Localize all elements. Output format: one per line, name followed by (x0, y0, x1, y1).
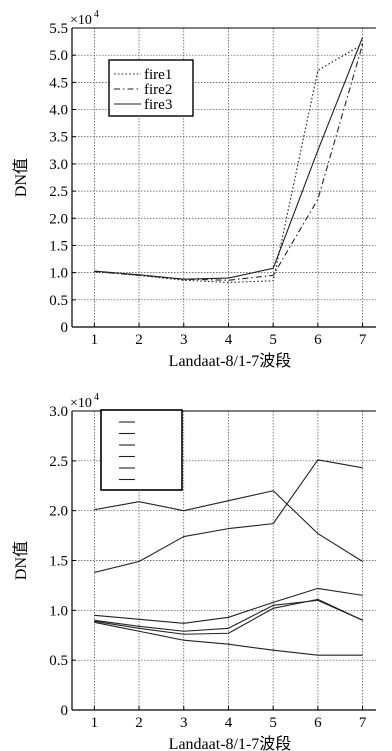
y-tick-label: 0 (61, 320, 69, 336)
x-tick-label: 2 (135, 715, 143, 731)
y-tick-label: 2.5 (49, 184, 68, 200)
y-tick-label: 1.0 (49, 266, 68, 282)
x-tick-label: 5 (269, 332, 277, 348)
y-tick-label: 3.5 (49, 130, 68, 146)
series-line-series-4 (94, 599, 363, 632)
x-axis-label: Landaat-8/1-7波段 (169, 735, 292, 751)
x-tick-label: 3 (180, 715, 188, 731)
chart-fire-spectra: 1 2 3 4 5 6 7 0 0.5 1.0 1.5 2.0 2.5 3.0 3.5 4.0 4.5 5.0 5.… (12, 9, 376, 370)
y-multiplier-label: ×10 (70, 13, 92, 28)
x-tick-label: 3 (180, 332, 188, 348)
y-multiplier-exponent: 4 (94, 392, 99, 403)
y-axis-label: DN值 (12, 541, 30, 580)
x-tick-label: 5 (269, 715, 277, 731)
y-tick-label: 2.5 (49, 454, 68, 470)
legend-box (108, 59, 194, 117)
y-tick-label: 0.5 (49, 653, 68, 669)
series-line-series-2 (94, 459, 363, 573)
x-tick-label: 6 (314, 332, 322, 348)
y-tick-label: 3.0 (49, 157, 68, 173)
y-tick-label: 1.5 (49, 238, 68, 254)
series-line-series-6 (94, 621, 363, 656)
legend-box (100, 409, 183, 491)
y-tick-label: 2.0 (49, 504, 68, 520)
series-line-series-5 (94, 598, 363, 635)
x-tick-label: 4 (225, 715, 233, 731)
y-tick-label: 0.5 (49, 293, 68, 309)
y-tick-label: 5.0 (49, 48, 68, 64)
y-tick-label: 3.0 (49, 404, 68, 420)
x-tick-label: 1 (91, 332, 99, 348)
y-tick-label: 5.5 (49, 21, 68, 37)
series-line-fire1 (94, 43, 363, 283)
x-tick-label: 1 (91, 715, 99, 731)
series-line-series-1 (94, 490, 363, 562)
y-axis-label: DN值 (12, 158, 30, 197)
y-multiplier-label: ×10 (70, 396, 92, 411)
x-tick-label: 6 (314, 715, 322, 731)
x-tick-label: 4 (225, 332, 233, 348)
x-tick-label: 7 (359, 715, 367, 731)
legend-label-fire2: fire2 (144, 82, 172, 98)
legend-label-fire3: fire3 (144, 97, 172, 113)
y-tick-label: 1.0 (49, 603, 68, 619)
y-tick-label: 1.5 (49, 554, 68, 570)
y-tick-label: 4.0 (49, 103, 68, 119)
y-multiplier-exponent: 4 (94, 9, 99, 20)
x-tick-label: 2 (135, 332, 143, 348)
x-axis-label: Landaat-8/1-7波段 (169, 352, 292, 370)
y-tick-label: 2.0 (49, 211, 68, 227)
chart-band-spectra: 1 2 3 4 5 6 700.51.01.52.02.53.0×10 4Landaat-8/… (12, 392, 376, 751)
x-tick-label: 7 (359, 332, 367, 348)
y-tick-label: 4.5 (49, 75, 68, 91)
y-tick-label: 0 (61, 703, 69, 719)
series-line-series-3 (94, 587, 363, 624)
legend-label-fire1: fire1 (144, 67, 172, 83)
series-line-fire3 (94, 37, 364, 280)
